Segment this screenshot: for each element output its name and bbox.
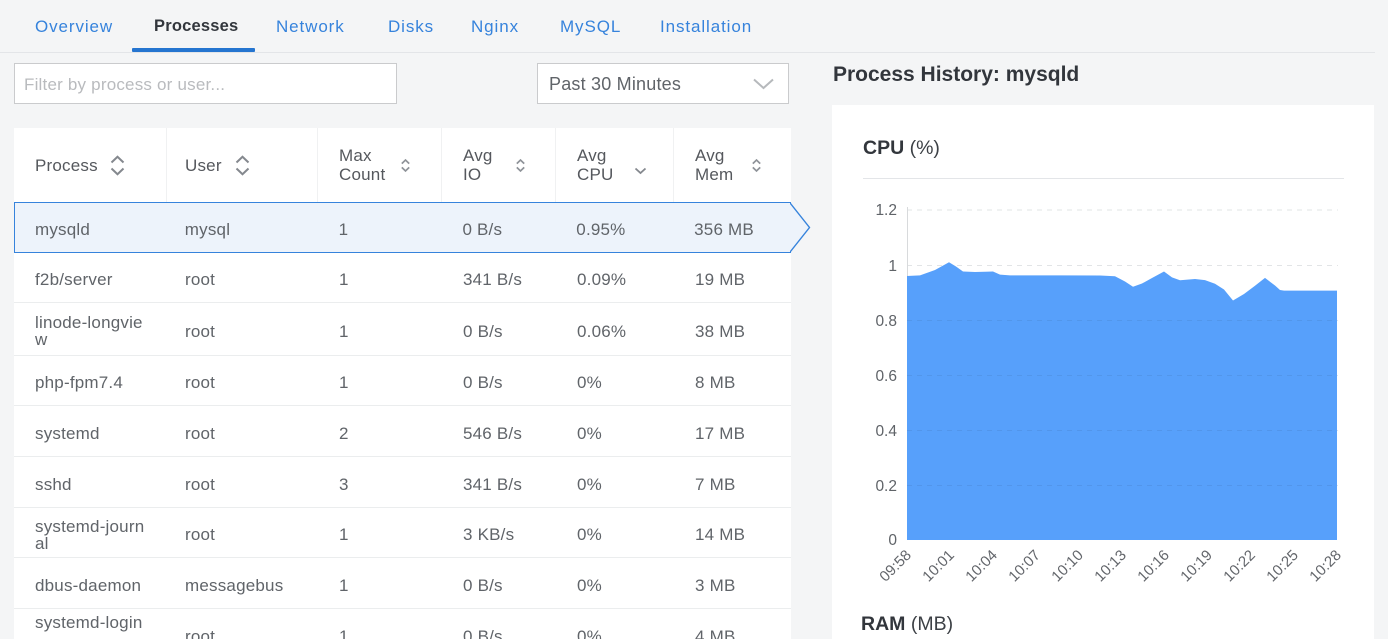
svg-text:09:58: 09:58 xyxy=(876,547,915,586)
svg-text:0.6: 0.6 xyxy=(875,368,897,385)
svg-text:10:01: 10:01 xyxy=(919,547,958,586)
svg-text:0.8: 0.8 xyxy=(875,313,897,330)
svg-text:0.4: 0.4 xyxy=(875,423,897,440)
svg-text:0.2: 0.2 xyxy=(875,478,897,495)
svg-text:10:13: 10:13 xyxy=(1091,547,1130,586)
svg-text:10:25: 10:25 xyxy=(1263,547,1302,586)
svg-text:1: 1 xyxy=(888,258,897,275)
svg-text:10:04: 10:04 xyxy=(962,547,1001,586)
svg-text:10:19: 10:19 xyxy=(1177,547,1216,586)
svg-text:10:22: 10:22 xyxy=(1220,547,1259,586)
svg-text:0: 0 xyxy=(888,532,897,549)
svg-text:10:07: 10:07 xyxy=(1005,547,1044,586)
svg-text:10:10: 10:10 xyxy=(1048,547,1087,586)
svg-text:10:16: 10:16 xyxy=(1134,547,1173,586)
svg-text:10:28: 10:28 xyxy=(1306,547,1345,586)
svg-text:1.2: 1.2 xyxy=(875,202,897,219)
